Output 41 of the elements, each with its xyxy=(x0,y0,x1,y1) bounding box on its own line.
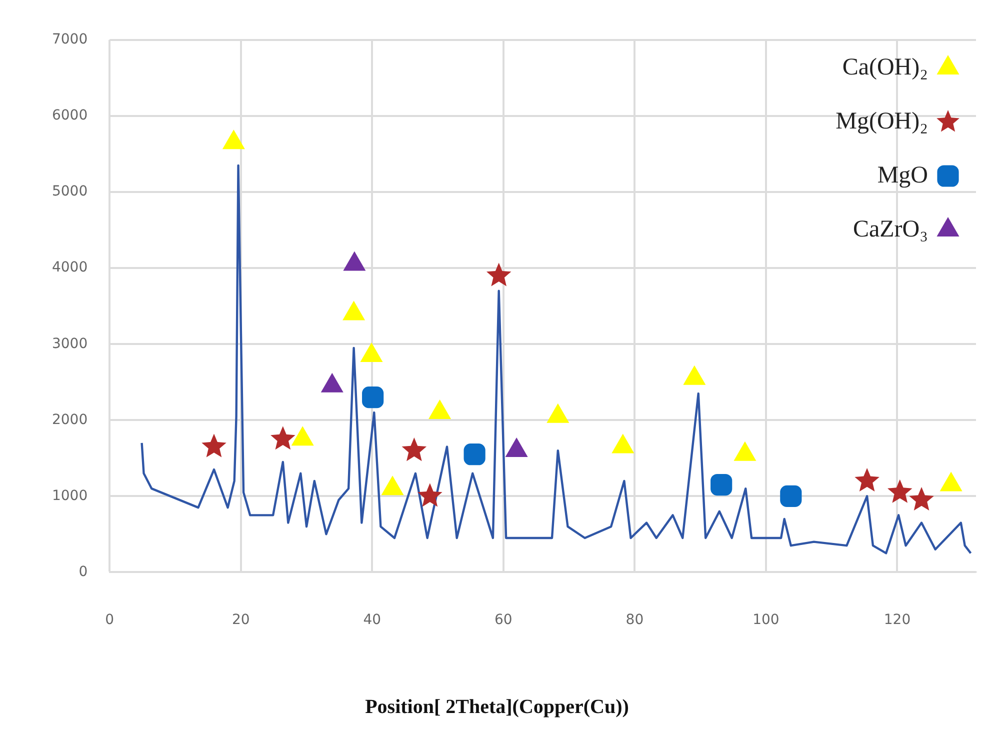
point xyxy=(888,479,912,503)
point xyxy=(428,400,451,420)
legend-label: MgO xyxy=(877,162,928,188)
y-tick-label: 0 xyxy=(78,564,88,580)
x-tick-label: 20 xyxy=(232,612,250,628)
point xyxy=(402,438,427,462)
point xyxy=(202,434,226,458)
point xyxy=(940,472,962,492)
y-tick-label: 1000 xyxy=(52,488,88,504)
point xyxy=(909,486,934,510)
y-tick-label: 3000 xyxy=(52,336,88,352)
point xyxy=(547,404,569,423)
y-tick-label: 5000 xyxy=(52,184,88,200)
x-tick-label: 120 xyxy=(884,612,911,628)
point xyxy=(612,434,634,454)
y-tick-label: 2000 xyxy=(52,412,88,428)
x-tick-label: 0 xyxy=(105,612,114,628)
point xyxy=(321,373,344,392)
point xyxy=(684,366,706,385)
point xyxy=(854,468,880,492)
point xyxy=(270,426,296,450)
point xyxy=(418,483,442,507)
point xyxy=(292,426,314,446)
legend-label: CaZrO₃ xyxy=(852,216,928,242)
point xyxy=(344,252,366,271)
point xyxy=(222,130,245,150)
y-tick-label: 4000 xyxy=(52,260,88,276)
x-tick-label: 60 xyxy=(494,612,512,628)
x-tick-label: 100 xyxy=(752,612,780,628)
point xyxy=(734,442,756,461)
point xyxy=(360,343,382,362)
legend-label: Mg(OH)₂ xyxy=(836,108,928,134)
y-tick-label: 6000 xyxy=(52,108,88,124)
x-tick-label: 80 xyxy=(626,612,644,628)
x-axis-title: Position[ 2Theta](Copper(Cu)) xyxy=(364,696,630,719)
point xyxy=(506,438,528,458)
point xyxy=(342,301,365,320)
x-tick-label: 40 xyxy=(363,612,382,628)
legend-label: Ca(OH)₂ xyxy=(842,54,928,80)
point xyxy=(382,476,404,496)
y-tick-label: 7000 xyxy=(52,32,88,48)
